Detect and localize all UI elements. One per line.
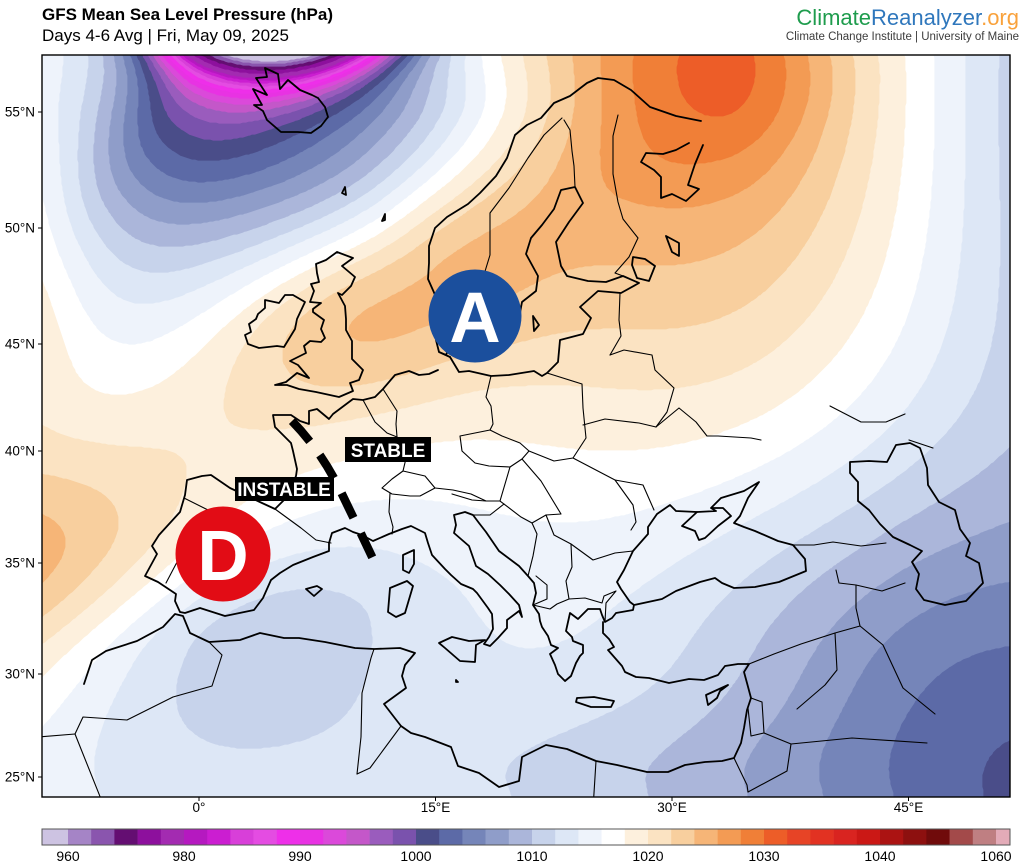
svg-text:50°N: 50°N: [5, 221, 35, 236]
svg-text:0°: 0°: [193, 800, 206, 815]
svg-text:960: 960: [56, 848, 80, 864]
svg-text:55°N: 55°N: [5, 105, 35, 120]
svg-text:1040: 1040: [864, 848, 895, 864]
svg-text:40°N: 40°N: [5, 444, 35, 459]
svg-text:45°N: 45°N: [5, 337, 35, 352]
svg-text:990: 990: [288, 848, 312, 864]
svg-text:30°N: 30°N: [5, 667, 35, 682]
svg-text:1010: 1010: [516, 848, 547, 864]
svg-text:STABLE: STABLE: [351, 441, 426, 462]
svg-text:35°N: 35°N: [5, 556, 35, 571]
svg-text:1000: 1000: [400, 848, 431, 864]
svg-text:980: 980: [172, 848, 196, 864]
svg-text:1030: 1030: [748, 848, 779, 864]
svg-text:45°E: 45°E: [894, 800, 923, 815]
svg-text:INSTABLE: INSTABLE: [237, 480, 331, 501]
svg-text:15°E: 15°E: [421, 800, 450, 815]
svg-text:1020: 1020: [632, 848, 663, 864]
svg-text:25°N: 25°N: [5, 770, 35, 785]
svg-text:A: A: [449, 279, 500, 358]
svg-text:1060: 1060: [980, 848, 1011, 864]
svg-text:D: D: [197, 517, 248, 596]
svg-text:30°E: 30°E: [657, 800, 686, 815]
